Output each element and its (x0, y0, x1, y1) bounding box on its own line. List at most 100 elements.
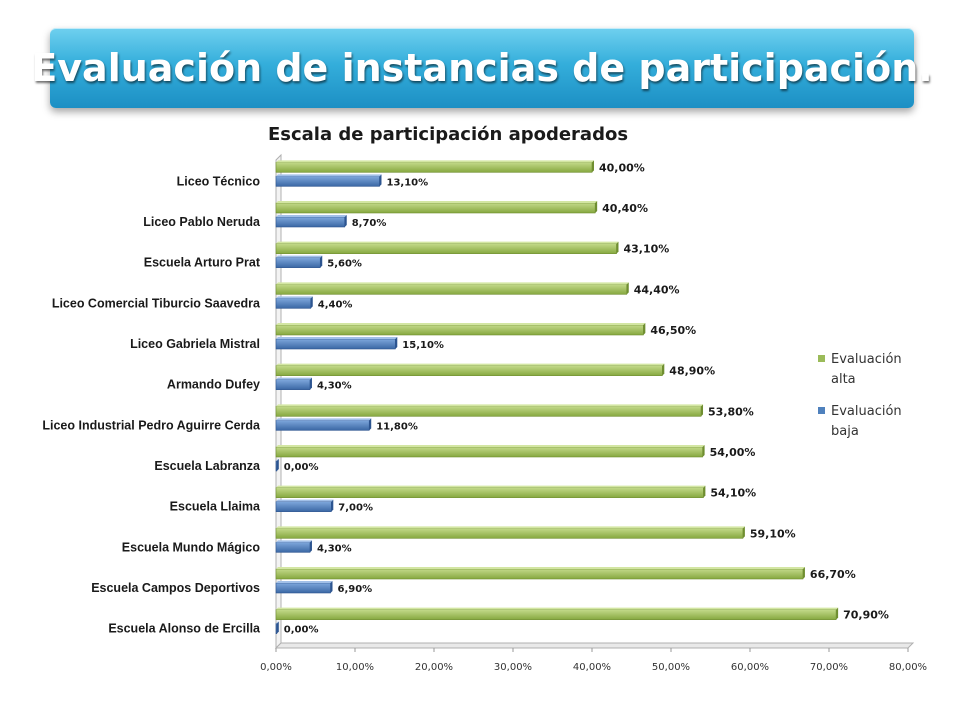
bar-baja-end (330, 581, 333, 593)
bar-alta (275, 365, 663, 376)
category-label: Armando Dufey (167, 378, 260, 392)
bar-baja (275, 501, 332, 512)
bar-alta-top (276, 241, 619, 244)
bar-alta-end (595, 201, 598, 213)
x-tick-label: 20,00% (415, 662, 453, 673)
bar-alta (275, 202, 596, 214)
legend: Evaluación alta Evaluación baja (818, 350, 928, 454)
category-label: Liceo Técnico (177, 174, 261, 188)
data-label-baja: 0,00% (284, 462, 319, 473)
x-tick-label: 80,00% (889, 662, 927, 673)
bar-alta-top (276, 404, 704, 407)
category-label: Escuela Arturo Prat (144, 256, 261, 270)
bar-alta-end (836, 607, 839, 620)
category-label: Escuela Alonso de Ercilla (108, 622, 261, 636)
data-label-baja: 4,30% (317, 381, 352, 392)
bar-alta-end (662, 363, 665, 376)
category-label: Liceo Comercial Tiburcio Saavedra (52, 296, 261, 310)
bar-alta (275, 284, 628, 295)
bar-alta-top (276, 160, 594, 163)
bar-alta-end (592, 160, 594, 173)
bar-alta (275, 487, 704, 498)
bar-baja-end (320, 255, 323, 268)
bar-alta (275, 162, 593, 173)
legend-item-baja: Evaluación baja (818, 402, 928, 442)
bar-baja-top (276, 540, 312, 543)
bar-alta (275, 324, 644, 336)
bar-baja-end (331, 499, 334, 512)
bar-baja-top (276, 581, 333, 583)
category-label: Escuela Campos Deportivos (91, 581, 260, 595)
data-label-baja: 4,30% (317, 543, 352, 554)
bar-baja (275, 460, 278, 472)
bar-alta-top (276, 363, 665, 366)
data-label-alta: 54,10% (710, 487, 756, 500)
bar-alta-top (276, 282, 629, 285)
x-tick-label: 40,00% (573, 662, 611, 673)
bar-baja-top (276, 174, 382, 177)
data-label-alta: 48,90% (669, 365, 715, 378)
x-tick-label: 50,00% (652, 662, 690, 673)
category-label: Liceo Gabriela Mistral (130, 337, 260, 351)
bar-baja-top (276, 296, 313, 299)
data-label-alta: 43,10% (623, 243, 669, 256)
legend-label-baja: Evaluación baja (831, 404, 902, 439)
bar-baja (275, 338, 396, 350)
bar-baja-end (395, 337, 398, 349)
bar-alta-end (701, 404, 704, 417)
data-label-baja: 7,00% (338, 503, 373, 514)
legend-item-alta: Evaluación alta (818, 350, 928, 390)
category-label: Liceo Industrial Pedro Aguirre Cerda (42, 418, 261, 432)
data-label-baja: 4,40% (318, 299, 353, 310)
bar-alta-end (616, 241, 619, 254)
bar-alta-top (276, 485, 706, 488)
data-label-baja: 5,60% (327, 259, 362, 270)
x-tick-label: 10,00% (336, 662, 374, 673)
bar-baja-top (276, 621, 279, 624)
bar-alta (275, 243, 617, 254)
bar-baja (275, 298, 312, 309)
bar-baja-end (369, 418, 372, 431)
bar-baja-end (309, 540, 312, 553)
x-tick-label: 0,00% (260, 662, 292, 673)
category-label: Escuela Labranza (154, 459, 261, 473)
category-label: Escuela Mundo Mágico (122, 540, 261, 554)
bar-alta (275, 609, 837, 620)
data-label-baja: 11,80% (376, 421, 418, 432)
bar-alta-end (626, 282, 629, 295)
bar-baja-end (344, 215, 347, 227)
data-label-alta: 70,90% (843, 609, 889, 622)
bar-baja-top (276, 215, 347, 217)
legend-swatch-alta (818, 355, 825, 362)
category-label: Escuela Llaima (170, 500, 261, 514)
bar-baja (275, 257, 321, 268)
chart-floor (274, 642, 915, 649)
bar-alta-end (702, 445, 705, 457)
bar-alta-top (276, 526, 745, 529)
bar-baja (275, 623, 278, 634)
x-tick-label: 60,00% (731, 662, 769, 673)
bar-alta (275, 568, 804, 580)
bar-baja (275, 420, 370, 431)
bar-baja-end (309, 377, 312, 390)
data-label-baja: 13,10% (386, 177, 428, 188)
bar-alta (275, 528, 744, 539)
bar-baja-top (276, 377, 312, 380)
bar-baja-end (379, 174, 382, 187)
bar-alta-end (802, 567, 805, 579)
bar-alta-top (276, 607, 839, 610)
data-label-baja: 8,70% (352, 218, 387, 229)
bar-alta-top (276, 323, 646, 325)
data-label-alta: 59,10% (750, 527, 796, 540)
x-tick-label: 30,00% (494, 662, 532, 673)
bar-baja (275, 542, 311, 553)
data-label-baja: 0,00% (284, 625, 319, 636)
data-label-baja: 6,90% (338, 584, 373, 595)
bar-baja (275, 379, 311, 390)
data-label-alta: 53,80% (708, 405, 754, 418)
bar-baja-end (276, 621, 279, 634)
bar-baja-top (276, 255, 323, 258)
bar-baja (275, 176, 380, 187)
data-label-baja: 15,10% (402, 340, 444, 351)
